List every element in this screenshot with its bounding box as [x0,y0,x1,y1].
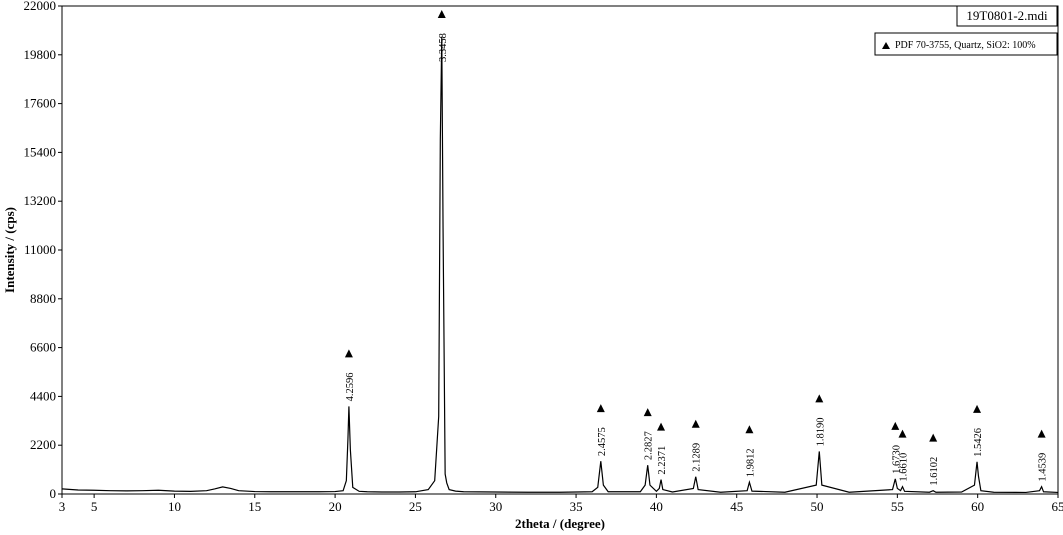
peak-marker [596,404,605,413]
peak-label: 1.6730 [891,445,902,474]
x-tick-label: 35 [570,499,583,514]
peak-label: 1.9812 [745,448,756,477]
y-tick-label: 6600 [30,340,56,355]
x-tick-label: 40 [650,499,663,514]
peak-label: 4.2596 [345,373,356,402]
peak-marker [344,349,353,358]
legend-box [956,5,1058,27]
x-tick-label: 65 [1052,499,1063,514]
legend-entry: PDF 70-3755, Quartz, SiO2: 100% [895,40,1036,51]
legend-box [874,32,1058,56]
y-tick-label: 4400 [30,388,56,403]
peak-marker [1037,429,1046,438]
x-tick-label: 30 [489,499,502,514]
peak-label: 2.1289 [692,443,703,472]
peak-marker [973,404,982,413]
peak-label: 1.8190 [815,418,826,447]
y-tick-label: 17600 [24,96,57,111]
peak-label: 1.6610 [898,453,909,482]
x-tick-label: 5 [91,499,98,514]
peak-label: 2.2827 [644,431,655,460]
peak-marker [437,10,446,18]
legend-entry: 19T0801-2.mdi [966,8,1048,23]
peak-label: 2.4575 [597,427,608,456]
data-line [61,37,1059,494]
y-tick-label: 15400 [24,144,57,159]
x-tick-label: 45 [730,499,743,514]
x-tick-label: 3 [59,499,66,514]
peak-marker [898,429,907,438]
x-tick-label: 50 [811,499,824,514]
x-tick-label: 25 [409,499,422,514]
y-axis-title: Intensity / (cps) [2,207,17,293]
y-tick-label: 19800 [24,47,57,62]
plot-frame [61,5,1059,495]
x-tick-label: 10 [168,499,181,514]
x-tick-label: 55 [891,499,904,514]
peak-marker [891,421,900,430]
legend-symbol [882,42,890,49]
y-tick-label: 2200 [30,437,56,452]
peak-marker [815,394,824,403]
peak-label: 1.6102 [929,457,940,486]
x-tick-label: 20 [329,499,342,514]
peak-label: 3.3458 [438,33,449,62]
peak-marker [657,422,666,431]
x-tick-label: 60 [971,499,984,514]
y-tick-label: 8800 [30,291,56,306]
peak-label: 1.4539 [1038,453,1049,482]
peak-marker [929,433,938,442]
x-axis-title: 2theta / (degree) [515,516,605,531]
peak-marker [745,425,754,434]
peak-label: 1.5426 [973,428,984,457]
y-tick-label: 22000 [24,0,57,13]
y-tick-label: 0 [50,486,57,501]
peak-label: 2.2371 [657,446,668,475]
x-tick-label: 15 [248,499,261,514]
peak-marker [643,408,652,417]
peak-marker [691,419,700,428]
y-tick-label: 13200 [24,193,57,208]
y-tick-label: 11000 [24,242,56,257]
